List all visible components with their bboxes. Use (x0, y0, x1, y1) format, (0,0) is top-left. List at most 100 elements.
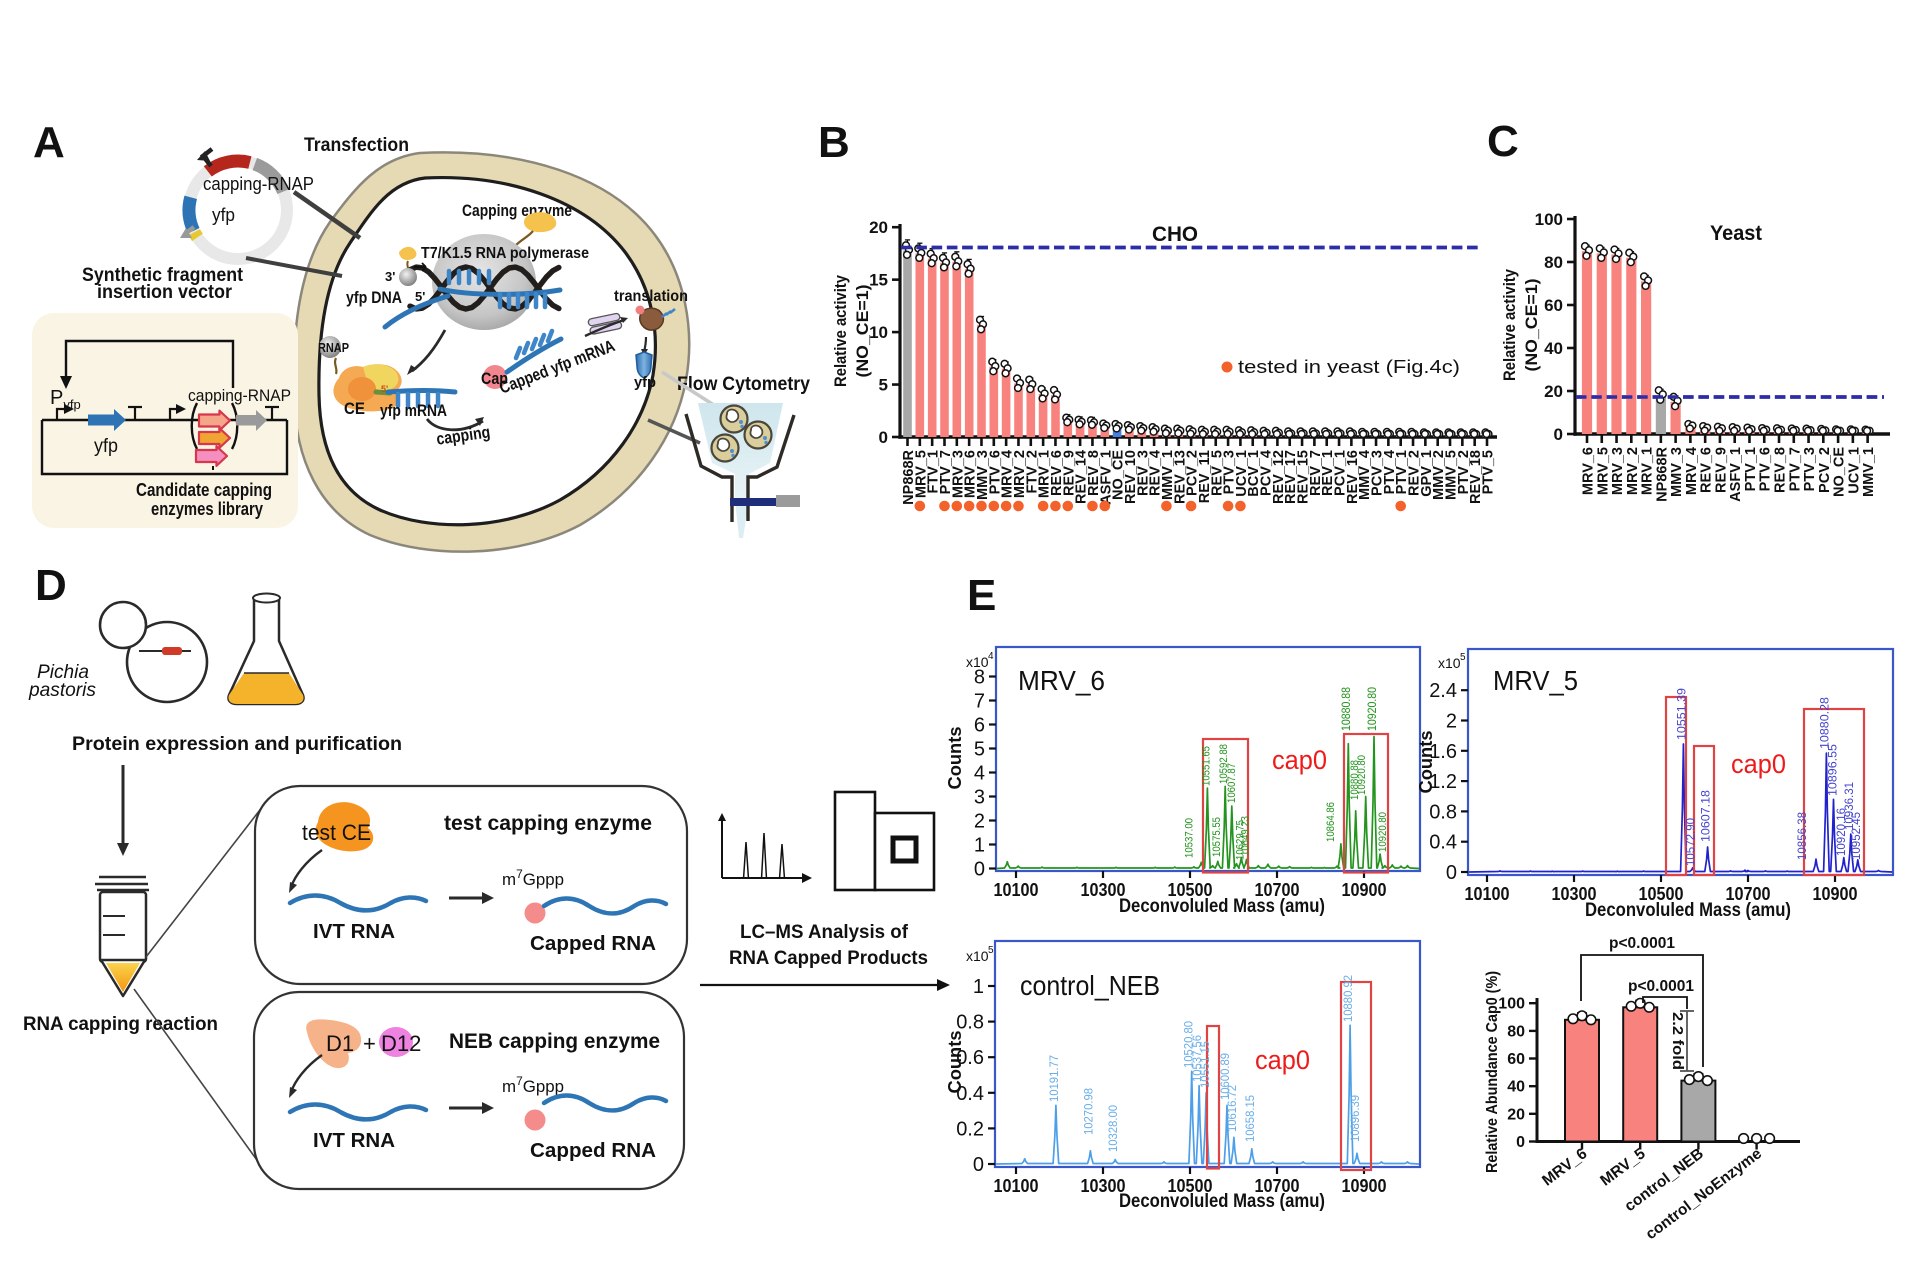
svg-text:60: 60 (1507, 1051, 1525, 1068)
svg-text:Counts: Counts (1416, 731, 1436, 794)
svg-text:Cap: Cap (481, 369, 508, 388)
svg-text:MMV_1: MMV_1 (1160, 450, 1176, 500)
svg-text:MRV_6: MRV_6 (963, 450, 979, 498)
svg-text:PTV_7: PTV_7 (1787, 447, 1803, 491)
svg-text:10880.92: 10880.92 (1343, 975, 1355, 1022)
svg-text:pastoris: pastoris (28, 680, 97, 701)
svg-text:insertion vector: insertion vector (97, 282, 233, 303)
svg-text:10500: 10500 (1639, 884, 1684, 904)
svg-text:10592.88: 10592.88 (1218, 744, 1230, 784)
svg-text:10551.65: 10551.65 (1200, 746, 1212, 786)
svg-text:10551.39: 10551.39 (1674, 688, 1688, 740)
svg-text:REV_10: REV_10 (1123, 450, 1139, 504)
svg-text:Capped RNA: Capped RNA (530, 933, 656, 955)
svg-text:8: 8 (974, 667, 985, 689)
svg-text:REV_5: REV_5 (1209, 450, 1225, 496)
svg-text:yfp: yfp (212, 205, 235, 225)
svg-text:PTV_6: PTV_6 (987, 450, 1003, 494)
svg-text:10500: 10500 (1168, 1176, 1213, 1196)
svg-text:NP868R: NP868R (901, 449, 917, 504)
svg-text:REV_9: REV_9 (1061, 450, 1077, 496)
svg-text:PTV_5: PTV_5 (1481, 450, 1497, 494)
svg-text:MMV_3: MMV_3 (1669, 447, 1685, 497)
svg-text:yfp DNA: yfp DNA (346, 288, 402, 307)
svg-text:10300: 10300 (1552, 884, 1597, 904)
svg-text:A: A (33, 118, 65, 167)
svg-text:10700: 10700 (1255, 1176, 1300, 1196)
svg-text:PCV_2: PCV_2 (1817, 447, 1833, 493)
svg-text:6: 6 (974, 715, 985, 737)
svg-text:PTV_4: PTV_4 (1382, 450, 1398, 494)
svg-text:10920.80: 10920.80 (1365, 687, 1379, 731)
svg-text:1.6: 1.6 (1429, 741, 1457, 763)
svg-text:MRV_4: MRV_4 (1000, 450, 1016, 498)
svg-text:MRV_3: MRV_3 (1610, 447, 1626, 495)
svg-text:D1: D1 (326, 1031, 354, 1056)
svg-text:Relative Abundance Cap0 (%): Relative Abundance Cap0 (%) (1484, 971, 1501, 1173)
svg-text:C: C (1487, 117, 1519, 166)
svg-text:m7Gppp: m7Gppp (502, 867, 564, 889)
svg-text:MMV_3: MMV_3 (975, 450, 991, 500)
svg-text:0: 0 (1446, 862, 1457, 884)
svg-text:(NO_CE=1): (NO_CE=1) (853, 285, 872, 378)
svg-text:10575.55: 10575.55 (1211, 817, 1223, 857)
svg-text:PTV_2: PTV_2 (1456, 450, 1472, 494)
svg-text:100: 100 (1498, 996, 1525, 1013)
svg-text:MRV_6: MRV_6 (1018, 665, 1105, 696)
svg-text:60: 60 (1544, 296, 1563, 315)
svg-text:ASFV_1: ASFV_1 (1728, 447, 1744, 502)
svg-text:enzymes library: enzymes library (151, 499, 263, 519)
svg-text:4: 4 (988, 651, 994, 662)
svg-text:10629.75: 10629.75 (1234, 820, 1246, 860)
svg-text:capping-RNAP: capping-RNAP (188, 386, 291, 405)
svg-text:20: 20 (1544, 382, 1563, 401)
svg-text:MRV_4: MRV_4 (1684, 447, 1700, 495)
svg-text:m7Gppp: m7Gppp (502, 1074, 564, 1096)
svg-text:REV_3: REV_3 (1135, 450, 1151, 496)
svg-text:2.2 fold: 2.2 fold (1669, 1012, 1685, 1070)
svg-text:3: 3 (974, 787, 985, 809)
svg-text:REV_6: REV_6 (1049, 450, 1065, 496)
svg-text:10616.72: 10616.72 (1227, 1085, 1239, 1132)
svg-text:1: 1 (974, 835, 985, 857)
svg-text:yfp: yfp (94, 436, 118, 457)
svg-text:10270.98: 10270.98 (1083, 1088, 1095, 1135)
svg-text:GPV_1: GPV_1 (1419, 450, 1435, 497)
svg-text:10900: 10900 (1342, 1176, 1387, 1196)
svg-text:translation: translation (614, 288, 688, 305)
svg-text:REV_4: REV_4 (1148, 450, 1164, 496)
svg-text:10896.55: 10896.55 (1826, 744, 1840, 796)
svg-text:PCV_3: PCV_3 (1370, 450, 1386, 496)
svg-text:10300: 10300 (1081, 1176, 1126, 1196)
svg-text:2: 2 (974, 811, 985, 833)
svg-text:IVT RNA: IVT RNA (313, 1130, 395, 1152)
svg-text:B: B (818, 118, 850, 167)
svg-text:10856.38: 10856.38 (1797, 812, 1809, 860)
svg-text:10880.28: 10880.28 (1817, 697, 1831, 749)
svg-text:4: 4 (974, 763, 985, 785)
svg-text:10936.31: 10936.31 (1844, 782, 1856, 830)
svg-text:RNA Capped Products: RNA Capped Products (729, 948, 928, 969)
svg-text:RNAP: RNAP (318, 340, 349, 355)
svg-text:ASFV_1: ASFV_1 (1098, 450, 1114, 505)
svg-text:Deconvoluled Mass (amu): Deconvoluled Mass (amu) (1119, 896, 1325, 917)
svg-text:+: + (363, 1031, 376, 1056)
svg-text:PTV_1: PTV_1 (1394, 450, 1410, 494)
svg-text:PTV_1: PTV_1 (1743, 447, 1759, 491)
svg-text:0: 0 (1554, 425, 1563, 444)
svg-text:0.2: 0.2 (956, 1118, 984, 1140)
svg-text:Capping enzyme: Capping enzyme (462, 201, 572, 220)
svg-text:NEB capping enzyme: NEB capping enzyme (449, 1030, 660, 1053)
svg-text:REV_2: REV_2 (1407, 450, 1423, 496)
svg-text:FTV_1: FTV_1 (926, 450, 942, 494)
svg-text:10: 10 (869, 323, 888, 342)
svg-text:x10: x10 (966, 654, 989, 670)
svg-text:10864.86: 10864.86 (1325, 802, 1337, 842)
svg-text:control_NEB: control_NEB (1020, 970, 1160, 1001)
svg-text:yfp mRNA: yfp mRNA (380, 401, 447, 420)
svg-text:REV_15: REV_15 (1296, 450, 1312, 504)
svg-text:10328.00: 10328.00 (1108, 1105, 1120, 1152)
svg-text:15: 15 (869, 271, 888, 290)
svg-text:LC–MS Analysis of: LC–MS Analysis of (740, 922, 909, 943)
svg-text:0.6: 0.6 (956, 1047, 984, 1069)
